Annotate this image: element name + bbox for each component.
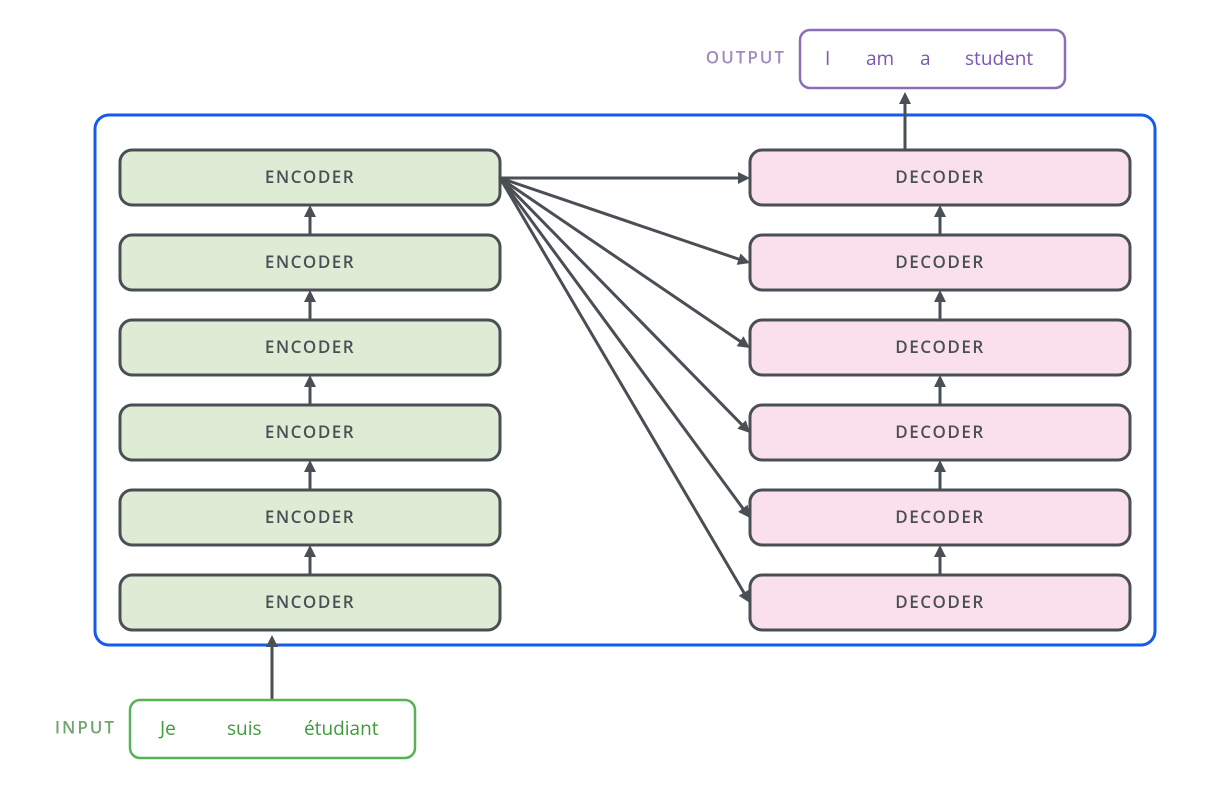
enc-to-dec-arrow-5 (500, 178, 750, 518)
output-label: OUTPUT (706, 46, 786, 69)
output-token-1: I (825, 45, 830, 71)
encoder-label-6: ENCODER (265, 165, 355, 188)
output-box: Iama student (800, 30, 1065, 88)
encoder-label-2: ENCODER (265, 505, 355, 528)
decoder-block-3: DECODER (750, 405, 1130, 460)
input-token-1: Je (158, 715, 176, 741)
input-box: Je suis étudiant (130, 700, 415, 758)
decoder-label-2: DECODER (895, 505, 984, 528)
encoder-block-3: ENCODER (120, 405, 500, 460)
output-token-3: a (920, 45, 931, 71)
decoder-arrow-2 (934, 460, 946, 490)
input-token-3: étudiant (304, 715, 379, 741)
encoder-arrow-2 (304, 460, 316, 490)
enc-to-dec-arrow-3 (500, 178, 750, 348)
encoder-block-6: ENCODER (120, 150, 500, 205)
input-arrow (266, 635, 278, 700)
input-label: INPUT (55, 716, 116, 739)
decoder-label-5: DECODER (895, 250, 984, 273)
encoder-arrow-5 (304, 205, 316, 235)
enc-to-dec-arrow-6 (500, 178, 750, 603)
encoder-label-4: ENCODER (265, 335, 355, 358)
encoder-block-2: ENCODER (120, 490, 500, 545)
decoder-label-1: DECODER (895, 590, 984, 613)
encoder-arrow-4 (304, 290, 316, 320)
decoder-block-4: DECODER (750, 320, 1130, 375)
input-token-2: suis (227, 715, 262, 741)
decoder-label-3: DECODER (895, 420, 984, 443)
decoder-arrow-3 (934, 375, 946, 405)
encoder-block-4: ENCODER (120, 320, 500, 375)
enc-to-dec-arrow-2 (500, 178, 750, 265)
encoder-label-1: ENCODER (265, 590, 355, 613)
enc-to-dec-arrow-1 (500, 172, 750, 184)
output-arrow (899, 92, 911, 150)
encoder-arrow-3 (304, 375, 316, 405)
decoder-arrow-4 (934, 290, 946, 320)
decoder-label-4: DECODER (895, 335, 984, 358)
enc-to-dec-arrow-4 (500, 178, 750, 433)
decoder-block-6: DECODER (750, 150, 1130, 205)
output-token-2: am (866, 45, 894, 71)
decoder-label-6: DECODER (895, 165, 984, 188)
decoder-block-1: DECODER (750, 575, 1130, 630)
encoder-label-5: ENCODER (265, 250, 355, 273)
decoder-arrow-5 (934, 205, 946, 235)
decoder-arrow-1 (934, 545, 946, 575)
encoder-block-1: ENCODER (120, 575, 500, 630)
encoder-block-5: ENCODER (120, 235, 500, 290)
encoder-arrow-1 (304, 545, 316, 575)
decoder-block-2: DECODER (750, 490, 1130, 545)
output-token-4: student (965, 45, 1033, 71)
decoder-block-5: DECODER (750, 235, 1130, 290)
encoder-label-3: ENCODER (265, 420, 355, 443)
